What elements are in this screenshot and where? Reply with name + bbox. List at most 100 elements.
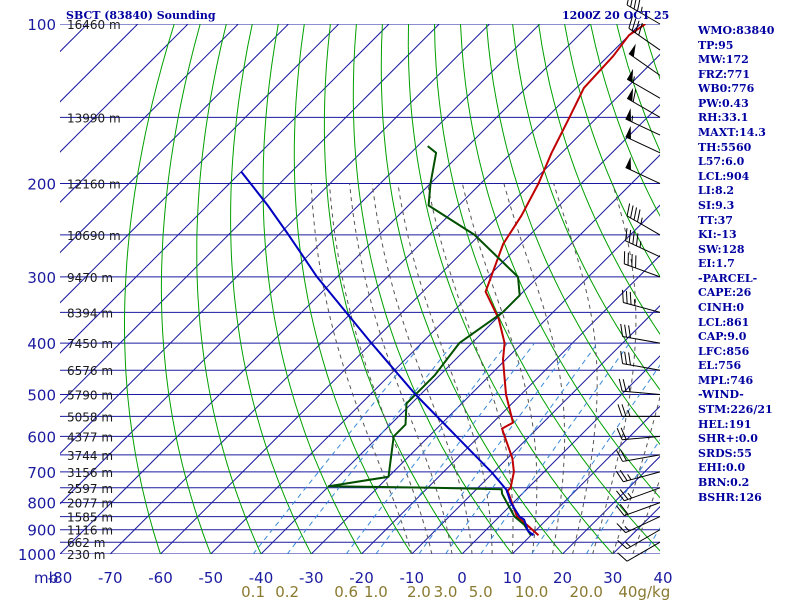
moist-adiabat--6 [329, 183, 433, 554]
wind-barb [625, 228, 661, 258]
sounding-index: STM:226/21 [698, 403, 773, 417]
sounding-index-panel: WMO:83840 TP:95 MW:172 FRZ:771 WB0:776 PW:0.4… [698, 24, 798, 505]
isotherm--80 [60, 24, 591, 554]
mixing-ratio-label: 3.0 [434, 583, 458, 600]
sounding-index: LI:8.2 [698, 184, 735, 198]
mixing-ratio-label: 20.0 [570, 583, 603, 600]
mixing-ratio-line [445, 342, 599, 554]
mixing-ratio-line [480, 342, 630, 554]
isotherm--70 [109, 24, 641, 554]
mixing-ratio-line [418, 342, 574, 554]
temperature-tick--50: -50 [199, 569, 224, 587]
mixing-ratio-line [585, 438, 660, 554]
wind-barb [628, 16, 661, 51]
wind-barb [623, 251, 661, 278]
isotherm--120 [60, 24, 390, 354]
sounding-index: CAPE:26 [698, 286, 752, 300]
height-label: 9470 m [67, 271, 113, 285]
height-label: 3156 m [67, 466, 113, 480]
isotherm--50 [210, 104, 660, 554]
sounding-index: KI:-13 [698, 228, 737, 242]
pressure-tick-200: 200 [27, 176, 56, 194]
temperature-tick--40: -40 [249, 569, 274, 587]
height-label: 2077 m [67, 497, 113, 511]
sounding-index: -PARCEL- [698, 271, 758, 285]
isotherm--10 [411, 305, 660, 554]
isotherm-10 [511, 405, 660, 554]
sounding-index: SRDS:55 [698, 446, 752, 460]
wind-barb [625, 108, 661, 136]
wind-barb [616, 427, 661, 441]
wind-barb [617, 541, 661, 562]
wind-barb [626, 203, 661, 236]
mixing-ratio-line [531, 364, 660, 554]
mixing-ratio-label: 10.0 [515, 583, 548, 600]
isotherm--30 [310, 204, 660, 554]
moist-adiabat-6 [397, 183, 493, 554]
moist-adiabat--10 [310, 183, 413, 554]
moist-adiabat-26 [592, 183, 637, 554]
dry-adiabat-20 [380, 24, 563, 554]
wind-barb [620, 323, 661, 344]
mixing-ratio-label: 0.1 [241, 583, 265, 600]
isotherm--140 [60, 24, 289, 254]
temperature-tick--10: -10 [400, 569, 425, 587]
sounding-index: RH:33.1 [698, 111, 749, 125]
isotherm--100 [60, 24, 490, 455]
temperature-tick-30: 30 [603, 569, 622, 587]
temperature-tick--70: -70 [98, 569, 123, 587]
isotherm--110 [60, 24, 440, 404]
valid-time: 1200Z 20 OCT 25 [562, 9, 670, 22]
isotherm--130 [60, 24, 340, 304]
sounding-index: TH:5560 [698, 140, 752, 154]
mixing-ratio-label: 40g/kg [618, 583, 670, 600]
height-label: 12160 m [67, 178, 121, 192]
wind-barb [616, 449, 661, 462]
dry-adiabat--10 [293, 24, 413, 554]
wind-barb [615, 469, 661, 483]
sounding-index: CINH:0 [698, 300, 745, 314]
wind-barb [620, 351, 661, 371]
height-label: 4377 m [67, 430, 113, 444]
height-label: 662 m [67, 536, 105, 550]
moist-adiabat--2 [349, 183, 453, 554]
dry-adiabat-80 [538, 24, 660, 335]
wind-barb [628, 43, 661, 76]
height-label: 230 m [67, 548, 105, 562]
temperature-tick--20: -20 [349, 569, 374, 587]
wind-barb [618, 378, 661, 395]
wind-barb [616, 487, 661, 502]
sounding-index: TT:37 [698, 213, 733, 227]
mixing-ratio-line [643, 527, 660, 554]
moist-adiabat-22 [553, 183, 598, 554]
isotherm--160 [60, 24, 189, 153]
height-label: 3744 m [67, 449, 113, 463]
height-label: 16460 m [67, 18, 121, 32]
mixing-ratio-line [375, 342, 535, 554]
sounding-index: BRN:0.2 [698, 475, 750, 489]
sounding-index: HEL:191 [698, 417, 752, 431]
height-label: 7450 m [67, 337, 113, 351]
isotherm--40 [260, 154, 660, 554]
mixing-ratio-line [345, 342, 508, 554]
parcel-line [240, 171, 535, 537]
background-grid [60, 24, 660, 554]
sounding-index: FRZ:771 [698, 67, 751, 81]
temperature-tick-10: 10 [503, 569, 522, 587]
dry-adiabat--40 [196, 24, 262, 554]
pressure-tick-600: 600 [27, 428, 56, 446]
wind-barb [617, 529, 661, 550]
station-title: SBCT (83840) Sounding [66, 9, 216, 22]
sounding-index: MAXT:14.3 [698, 126, 766, 140]
temperature-tick-20: 20 [553, 569, 572, 587]
height-label: 5790 m [67, 388, 113, 402]
isotherm--90 [60, 24, 541, 505]
wind-barb [617, 404, 660, 417]
dry-adiabat-10 [352, 24, 513, 554]
mixing-ratio-line [252, 342, 423, 554]
sounding-index: EI:1.7 [698, 257, 735, 271]
sounding-index: WB0:776 [698, 82, 755, 96]
wind-barb [622, 289, 661, 313]
